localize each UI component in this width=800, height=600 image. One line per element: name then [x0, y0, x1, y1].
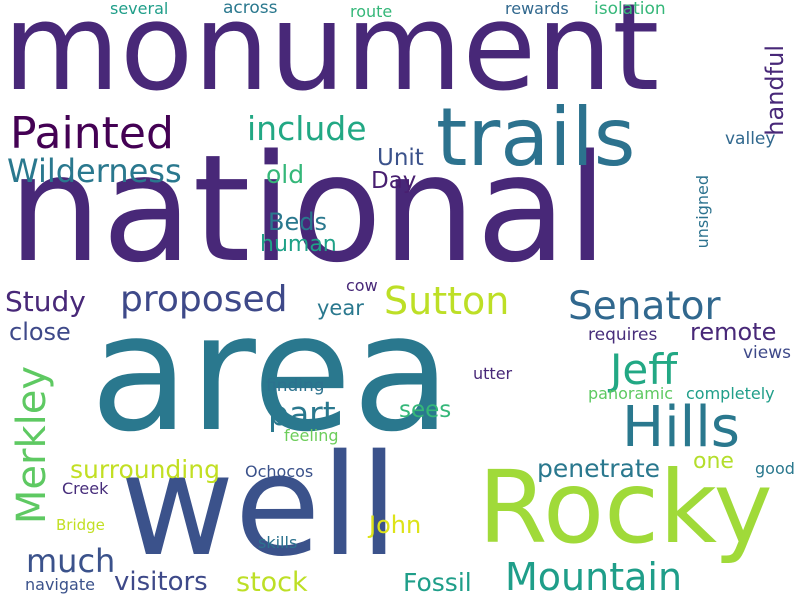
word-creek: Creek: [62, 479, 109, 498]
word-mountain: Mountain: [505, 555, 683, 599]
word-sees: sees: [399, 397, 452, 423]
word-john: John: [369, 511, 422, 539]
word-part: part: [268, 394, 336, 433]
word-handful: handful: [761, 45, 789, 136]
word-senator: Senator: [568, 284, 721, 329]
word-panoramic: panoramic: [588, 384, 674, 403]
word-rewards: rewards: [505, 0, 569, 18]
word-route: route: [350, 2, 393, 21]
word-well: well: [120, 425, 399, 588]
word-hills: Hills: [622, 395, 740, 460]
word-day: Day: [371, 168, 417, 194]
word-wilderness: Wilderness: [7, 152, 182, 190]
word-monument: monument: [3, 0, 660, 118]
word-remote: remote: [690, 318, 777, 346]
word-unit: Unit: [377, 145, 424, 171]
word-completely: completely: [686, 384, 775, 403]
word-painted: Painted: [10, 108, 174, 159]
word-jeff: Jeff: [610, 345, 678, 394]
word-year: year: [317, 296, 364, 320]
word-several: several: [110, 0, 169, 18]
word-utter: utter: [473, 364, 513, 383]
word-include: include: [247, 109, 367, 148]
word-navigate: navigate: [25, 575, 95, 594]
word-human: human: [260, 232, 337, 257]
word-area: area: [90, 280, 452, 468]
word-one: one: [693, 449, 734, 474]
word-isolation: isolation: [594, 0, 666, 19]
word-proposed: proposed: [120, 279, 288, 320]
word-sutton: Sutton: [384, 279, 510, 323]
word-finding: finding: [266, 376, 325, 396]
word-fossil: Fossil: [403, 568, 472, 597]
word-across: across: [223, 0, 278, 18]
word-feeling: feeling: [284, 426, 339, 445]
word-rocky: Rocky: [478, 449, 773, 566]
word-trails: trails: [436, 91, 636, 184]
word-good: good: [755, 459, 795, 478]
word-ochocos: Ochocos: [245, 462, 314, 481]
word-unsigned: unsigned: [693, 175, 712, 249]
word-merkley: Merkley: [9, 366, 55, 525]
word-national: national: [8, 123, 608, 295]
word-beds: Beds: [268, 208, 327, 236]
word-visitors: visitors: [114, 567, 208, 597]
word-penetrate: penetrate: [537, 454, 661, 483]
word-cow: cow: [346, 276, 378, 295]
word-stock: stock: [236, 567, 308, 598]
word-study: Study: [5, 285, 86, 318]
word-surrounding: surrounding: [70, 455, 220, 484]
word-requires: requires: [588, 325, 658, 345]
word-skills: skills: [258, 533, 298, 552]
word-old: old: [266, 160, 305, 189]
word-valley: valley: [725, 129, 776, 149]
word-close: close: [9, 318, 71, 346]
word-bridge: Bridge: [56, 516, 105, 534]
word-much: much: [26, 542, 116, 580]
word-views: views: [743, 343, 792, 363]
